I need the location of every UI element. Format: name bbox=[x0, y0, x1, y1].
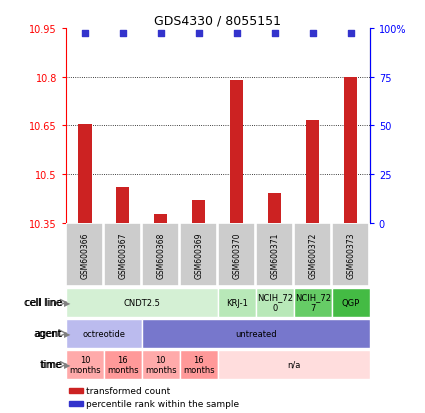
FancyBboxPatch shape bbox=[142, 224, 179, 286]
FancyBboxPatch shape bbox=[180, 224, 218, 286]
Text: 10
months: 10 months bbox=[69, 355, 101, 374]
Text: ▶: ▶ bbox=[64, 329, 70, 338]
Text: percentile rank within the sample: percentile rank within the sample bbox=[85, 399, 239, 408]
FancyBboxPatch shape bbox=[66, 319, 142, 348]
Text: KRJ-1: KRJ-1 bbox=[226, 298, 248, 307]
Point bbox=[157, 31, 164, 37]
FancyBboxPatch shape bbox=[66, 350, 104, 379]
Text: transformed count: transformed count bbox=[85, 386, 170, 395]
Bar bbox=[78, 124, 91, 223]
Text: agent: agent bbox=[34, 328, 63, 339]
Bar bbox=[154, 215, 167, 223]
FancyBboxPatch shape bbox=[218, 350, 370, 379]
Text: untreated: untreated bbox=[235, 329, 277, 338]
Text: GSM600372: GSM600372 bbox=[308, 232, 317, 278]
Text: CNDT2.5: CNDT2.5 bbox=[123, 298, 160, 307]
Bar bbox=[192, 200, 205, 223]
FancyBboxPatch shape bbox=[142, 350, 180, 379]
Text: agent: agent bbox=[34, 328, 62, 339]
Text: QGP: QGP bbox=[342, 298, 360, 307]
FancyBboxPatch shape bbox=[66, 224, 103, 286]
Text: cell line: cell line bbox=[25, 297, 63, 308]
FancyBboxPatch shape bbox=[294, 288, 332, 317]
Point bbox=[309, 31, 316, 37]
Text: GSM600367: GSM600367 bbox=[118, 232, 127, 278]
FancyBboxPatch shape bbox=[256, 288, 294, 317]
Bar bbox=[116, 188, 130, 223]
FancyBboxPatch shape bbox=[218, 224, 255, 286]
Text: GSM600366: GSM600366 bbox=[80, 232, 89, 278]
Text: 10
months: 10 months bbox=[145, 355, 177, 374]
Point bbox=[196, 31, 202, 37]
Point bbox=[233, 31, 240, 37]
Bar bbox=[306, 121, 320, 223]
FancyBboxPatch shape bbox=[104, 224, 142, 286]
Point bbox=[272, 31, 278, 37]
Point bbox=[82, 31, 88, 37]
Title: GDS4330 / 8055151: GDS4330 / 8055151 bbox=[154, 15, 281, 28]
FancyBboxPatch shape bbox=[332, 224, 369, 286]
FancyBboxPatch shape bbox=[104, 350, 142, 379]
Text: 16
months: 16 months bbox=[107, 355, 139, 374]
Text: time: time bbox=[40, 359, 62, 370]
Text: GSM600371: GSM600371 bbox=[270, 232, 279, 278]
FancyBboxPatch shape bbox=[218, 288, 256, 317]
Text: GSM600369: GSM600369 bbox=[194, 232, 203, 278]
Text: n/a: n/a bbox=[287, 360, 300, 369]
Bar bbox=[230, 81, 244, 223]
FancyBboxPatch shape bbox=[332, 288, 370, 317]
Bar bbox=[344, 77, 357, 223]
Text: ▶: ▶ bbox=[64, 298, 70, 307]
Text: GSM600370: GSM600370 bbox=[232, 232, 241, 278]
FancyBboxPatch shape bbox=[256, 224, 293, 286]
Bar bbox=[268, 194, 281, 223]
FancyBboxPatch shape bbox=[294, 224, 332, 286]
Text: cell line: cell line bbox=[24, 297, 62, 308]
FancyBboxPatch shape bbox=[142, 319, 370, 348]
Text: NCIH_72
7: NCIH_72 7 bbox=[295, 293, 331, 312]
Point bbox=[347, 31, 354, 37]
Text: GSM600373: GSM600373 bbox=[346, 232, 355, 278]
Text: ▶: ▶ bbox=[64, 360, 70, 369]
Point bbox=[119, 31, 126, 37]
Text: NCIH_72
0: NCIH_72 0 bbox=[257, 293, 293, 312]
Text: time: time bbox=[41, 359, 63, 370]
FancyBboxPatch shape bbox=[66, 288, 218, 317]
Text: 16
months: 16 months bbox=[183, 355, 215, 374]
Text: GSM600368: GSM600368 bbox=[156, 232, 165, 278]
FancyBboxPatch shape bbox=[180, 350, 218, 379]
Bar bbox=[69, 388, 82, 393]
Text: octreotide: octreotide bbox=[82, 329, 125, 338]
Bar bbox=[69, 401, 82, 406]
